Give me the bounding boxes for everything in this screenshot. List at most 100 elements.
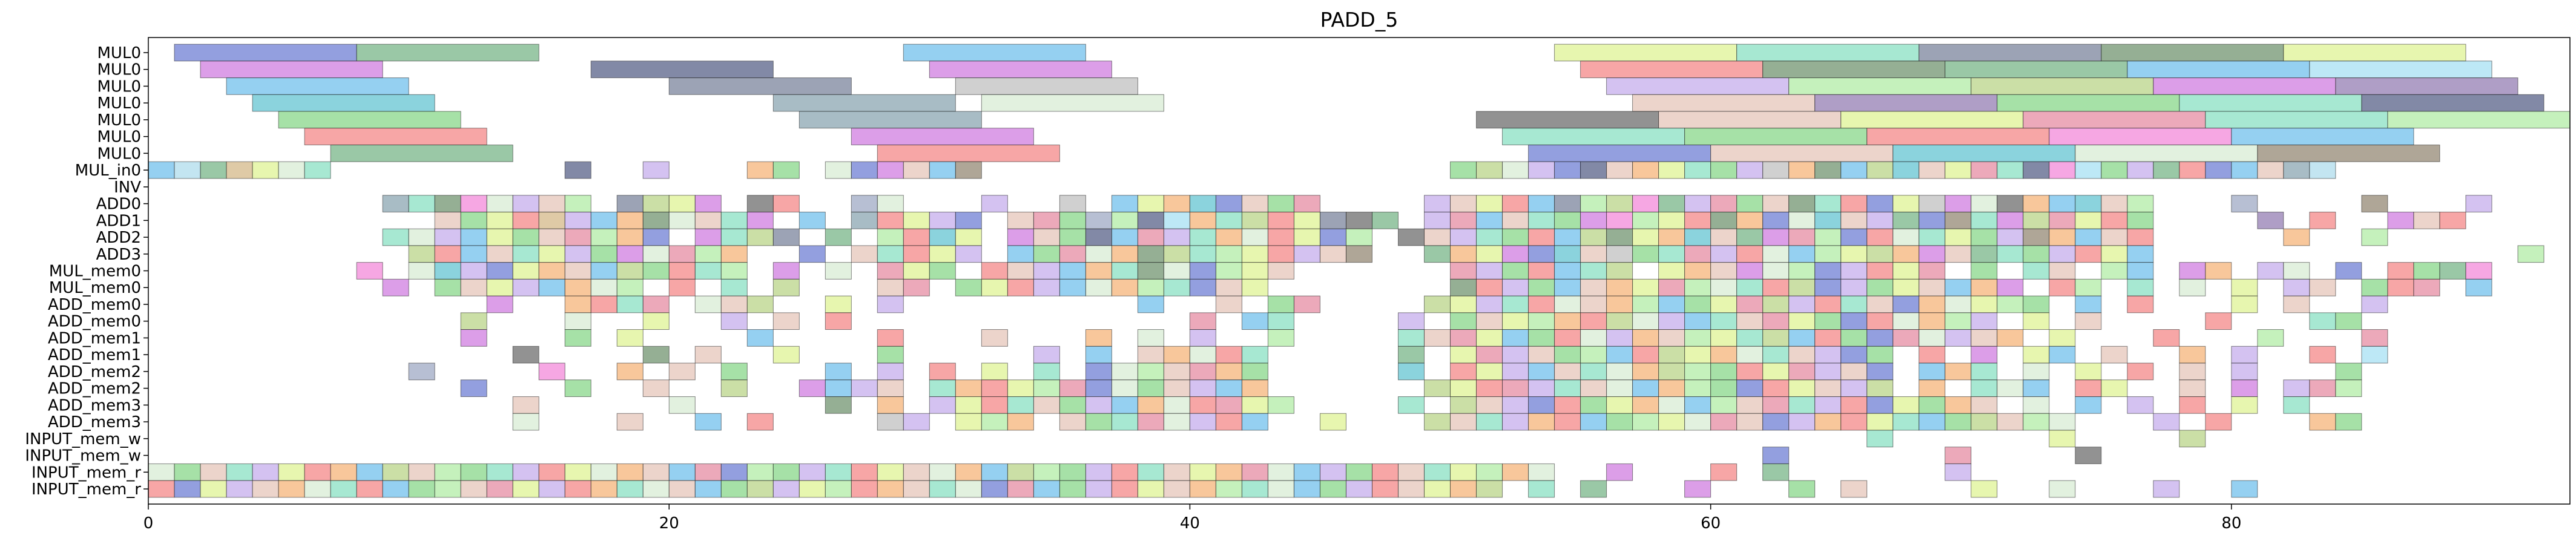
task-bar (2517, 245, 2545, 263)
task-bar (1892, 228, 1920, 246)
task-bar (1580, 295, 1607, 313)
task-bar (1684, 346, 1711, 364)
task-bar (2335, 77, 2518, 95)
task-bar (694, 262, 722, 280)
task-bar (1241, 463, 1268, 481)
task-bar (642, 379, 670, 398)
task-bar (642, 228, 670, 246)
task-bar (1450, 211, 1477, 229)
task-bar (772, 161, 800, 179)
task-bar (1997, 228, 2024, 246)
task-bar (772, 346, 800, 364)
task-bar (1762, 447, 1790, 464)
y-tick-label: ADD0 (96, 195, 141, 214)
task-bar (1840, 211, 1868, 229)
task-bar (1997, 413, 2024, 431)
task-bar (2049, 346, 2076, 364)
task-bar (1892, 295, 1920, 313)
task-bar (1424, 228, 1451, 246)
task-bar (1840, 312, 1868, 330)
task-bar (851, 245, 878, 263)
task-bar (434, 463, 461, 481)
task-bar (2023, 195, 2050, 212)
task-bar (1215, 245, 1242, 263)
task-bar (877, 362, 904, 381)
task-bar (1632, 161, 1659, 179)
task-bar (538, 463, 565, 481)
task-bar (1111, 195, 1138, 212)
task-bar (2023, 262, 2050, 280)
task-bar (1840, 295, 1868, 313)
task-bar (2179, 346, 2206, 364)
task-bar (2361, 295, 2388, 313)
task-bar (877, 262, 904, 280)
task-bar (434, 480, 461, 498)
task-bar (1814, 228, 1842, 246)
task-bar (1919, 413, 1946, 431)
task-bar (1137, 413, 1164, 431)
task-bar (1085, 228, 1112, 246)
task-bar (877, 245, 904, 263)
task-bar (1736, 295, 1764, 313)
task-bar (1658, 346, 1685, 364)
task-bar (590, 480, 618, 498)
task-bar (460, 278, 487, 297)
task-bar (1606, 161, 1633, 179)
task-bar (2075, 447, 2102, 464)
task-bar (1736, 262, 1764, 280)
task-bar (2179, 362, 2206, 381)
task-bar (1736, 44, 1920, 62)
task-bar (408, 228, 435, 246)
task-bar (746, 211, 774, 229)
task-bar (2205, 312, 2232, 330)
task-bar (1736, 346, 1764, 364)
task-bar (1945, 463, 1972, 481)
task-bar (1762, 463, 1790, 481)
task-bar (2231, 346, 2258, 364)
task-bar (1788, 329, 1816, 347)
task-bar (616, 463, 644, 481)
task-bar (1840, 329, 1868, 347)
task-bar (2413, 278, 2440, 297)
task-bar (1554, 396, 1581, 414)
task-bar (746, 295, 774, 313)
task-bar (1658, 396, 1685, 414)
task-bar (1267, 312, 1294, 330)
task-bar (1059, 463, 1086, 481)
task-bar (1528, 396, 1555, 414)
task-bar (1892, 161, 1920, 179)
task-bar (1632, 94, 1816, 112)
task-bar (1163, 362, 1190, 381)
task-bar (1684, 329, 1711, 347)
task-bar (2361, 329, 2388, 347)
task-bar (1215, 413, 1242, 431)
task-bar (200, 61, 383, 79)
task-bar (1111, 278, 1138, 297)
task-bar (1528, 161, 1555, 179)
task-bar (1163, 346, 1190, 364)
task-bar (1163, 413, 1190, 431)
task-bar (1788, 195, 1816, 212)
task-bar (2023, 379, 2050, 398)
task-bar (2127, 245, 2154, 263)
task-bar (772, 278, 800, 297)
task-bar (1450, 228, 1477, 246)
task-bar (1866, 195, 1894, 212)
task-bar (1632, 195, 1659, 212)
task-bar (2127, 278, 2154, 297)
task-bar (434, 228, 461, 246)
task-bar (1945, 211, 1972, 229)
task-bar (668, 262, 696, 280)
task-bar (1528, 463, 1555, 481)
task-bar (1710, 362, 1738, 381)
task-bar (1945, 396, 1972, 414)
task-bar (1241, 245, 1268, 263)
task-bar (1684, 128, 1868, 145)
task-bar (1580, 161, 1607, 179)
task-bar (1476, 228, 1503, 246)
chart-title: PADD_5 (1320, 8, 1398, 31)
task-bar (1710, 278, 1738, 297)
task-bar (1658, 228, 1685, 246)
task-bar (1476, 278, 1503, 297)
